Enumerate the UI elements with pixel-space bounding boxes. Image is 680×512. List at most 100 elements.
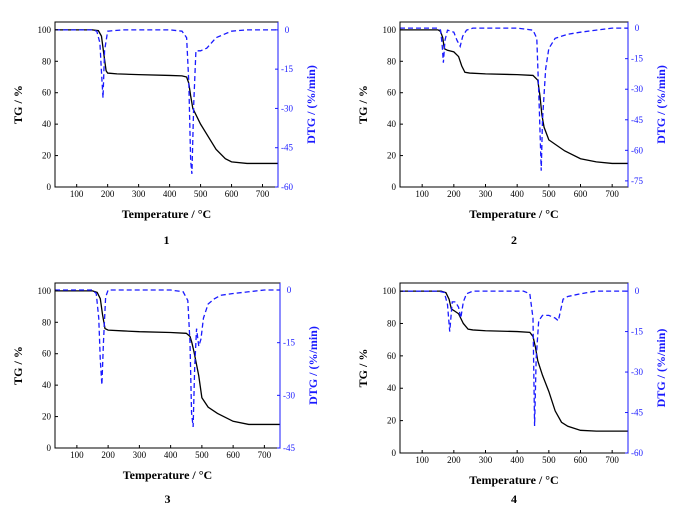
tga-panel-2: 100 200 300 400 500 600 700 0 20 40 60 80 100 0 -15 -30…: [356, 21, 668, 247]
y-tick-label: 20: [387, 151, 397, 161]
x-tick-label: 400: [163, 189, 177, 199]
x-tick-label: 200: [101, 189, 115, 199]
x-tick-label: 400: [510, 189, 524, 199]
x-tick-label: 200: [447, 189, 461, 199]
y-tick-label: 40: [387, 119, 397, 129]
y-tick-label: 20: [387, 416, 397, 426]
y2-tick-label: -45: [283, 443, 295, 453]
y2-axis-title: DTG / (%/min): [306, 326, 320, 405]
tg-curve-3: [55, 290, 280, 426]
tga-panel-4: 100 200 300 400 500 600 700 0 20 40 60 80 100 0 -15 -30…: [356, 282, 668, 506]
y-tick-label: 80: [387, 318, 397, 328]
y-tick-label: 60: [42, 88, 52, 98]
y-axis-title: TG / %: [11, 346, 25, 385]
tg-curve-2: [400, 29, 628, 165]
y-tick-label: 80: [42, 317, 52, 327]
y2-tick-label: -15: [283, 338, 295, 348]
y2-tick-label: -30: [631, 367, 643, 377]
x-tick-label: 200: [447, 455, 461, 465]
y2-axis-title: DTG / (%/min): [654, 65, 668, 144]
y2-tick-label: -45: [281, 143, 293, 153]
y2-axis-title: DTG / (%/min): [304, 65, 318, 144]
dtg-curve-4: [400, 290, 628, 427]
x-tick-label: 200: [101, 450, 115, 460]
x-tick-label: 100: [415, 189, 429, 199]
y-tick-label: 80: [42, 56, 52, 66]
x-tick-label: 600: [226, 450, 240, 460]
y2-tick-label: -75: [631, 176, 643, 186]
x-tick-label: 700: [605, 455, 619, 465]
y2-tick-label: -30: [283, 390, 295, 400]
x-tick-label: 400: [510, 455, 524, 465]
y-tick-label: 0: [392, 182, 397, 192]
y-tick-label: 40: [42, 380, 52, 390]
x-tick-label: 600: [574, 189, 588, 199]
y-tick-label: 80: [387, 56, 397, 66]
x-tick-label: 700: [605, 189, 619, 199]
plot-frame: [54, 21, 279, 188]
plot-frame: [399, 21, 629, 188]
y-tick-label: 0: [47, 182, 52, 192]
y-tick-label: 20: [42, 151, 52, 161]
x-axis-title: Temperature / °C: [122, 207, 211, 221]
y2-tick-label: 0: [287, 285, 292, 295]
y-axis-title: TG / %: [356, 85, 370, 124]
x-tick-label: 500: [542, 455, 556, 465]
y2-tick-label: -60: [281, 182, 293, 192]
y-axis-title: TG / %: [11, 85, 25, 124]
panel-number: 1: [164, 233, 170, 247]
x-tick-label: 600: [225, 189, 239, 199]
x-tick-label: 600: [574, 455, 588, 465]
y2-tick-label: -15: [631, 54, 643, 64]
y2-tick-label: -60: [631, 448, 643, 458]
plot-frame: [399, 282, 629, 454]
plot-frame: [54, 282, 281, 449]
x-tick-label: 500: [542, 189, 556, 199]
panel-number: 4: [511, 492, 517, 506]
y-tick-label: 60: [387, 88, 397, 98]
y2-tick-label: -30: [281, 103, 293, 113]
x-axis-title: Temperature / °C: [469, 207, 558, 221]
x-tick-label: 100: [70, 189, 84, 199]
tg-curve-4: [400, 290, 628, 432]
y-tick-label: 100: [38, 25, 52, 35]
x-tick-label: 400: [164, 450, 178, 460]
y-tick-label: 0: [392, 448, 397, 458]
x-tick-label: 500: [194, 189, 208, 199]
y2-tick-label: -15: [281, 64, 293, 74]
dtg-curve-2: [400, 27, 628, 171]
y-tick-label: 0: [47, 443, 52, 453]
tga-panel-1: 100 200 300 400 500 600 700 0 20 40 60 80 100 0 -15 -30…: [11, 21, 318, 247]
y2-tick-label: -45: [631, 115, 643, 125]
panel-number: 3: [165, 492, 171, 506]
y2-tick-label: -30: [631, 84, 643, 94]
y-tick-label: 60: [42, 349, 52, 359]
y2-tick-label: 0: [285, 25, 290, 35]
dtg-curve-3: [55, 289, 280, 428]
x-tick-label: 300: [133, 450, 147, 460]
x-tick-label: 500: [195, 450, 209, 460]
x-tick-label: 300: [132, 189, 146, 199]
y-tick-label: 100: [38, 286, 52, 296]
y-tick-label: 60: [387, 351, 397, 361]
y2-tick-label: -15: [631, 327, 643, 337]
y-tick-label: 100: [383, 25, 397, 35]
x-axis-title: Temperature / °C: [123, 468, 212, 482]
x-tick-label: 300: [479, 189, 493, 199]
y2-tick-label: -60: [631, 145, 643, 155]
x-tick-label: 300: [479, 455, 493, 465]
tga-panel-3: 100 200 300 400 500 600 700 0 20 40 60 80 100 0 -15 -30…: [11, 282, 320, 506]
tg-curve-1: [55, 29, 278, 165]
y2-tick-label: -45: [631, 408, 643, 418]
y-tick-label: 20: [42, 412, 52, 422]
x-tick-label: 700: [258, 450, 272, 460]
y-axis-title: TG / %: [356, 349, 370, 388]
x-tick-label: 700: [256, 189, 270, 199]
y2-axis-title: DTG / (%/min): [654, 329, 668, 408]
y-tick-label: 100: [383, 286, 397, 296]
y-tick-label: 40: [387, 383, 397, 393]
y-tick-label: 40: [42, 119, 52, 129]
x-axis-title: Temperature / °C: [469, 473, 558, 487]
y2-tick-label: 0: [635, 286, 640, 296]
